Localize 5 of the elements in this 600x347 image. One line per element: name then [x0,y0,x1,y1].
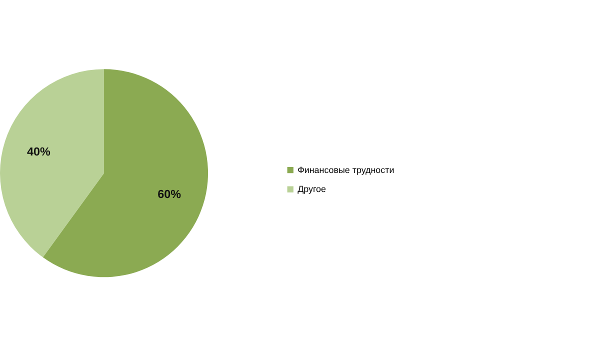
data-label: 40% [27,145,52,158]
data-label: 60% [158,188,182,201]
pie-slice [0,69,104,258]
legend-label: Другое [298,184,326,194]
legend-label: Финансовые трудности [298,164,394,175]
